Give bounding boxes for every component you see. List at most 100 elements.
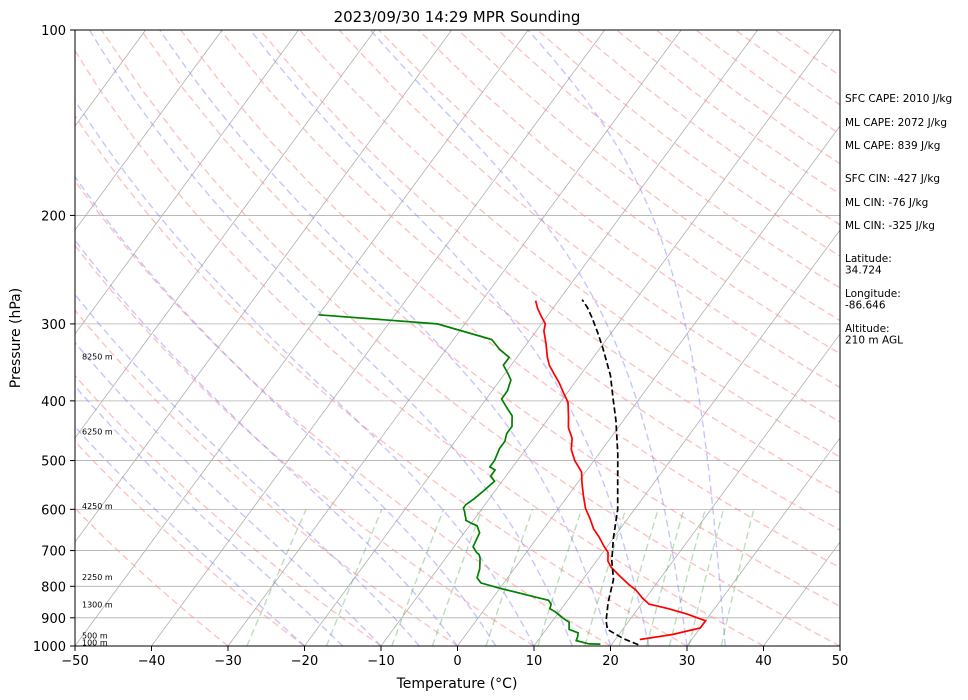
isotherm-line [610, 333, 840, 646]
y-tick-label: 900 [41, 612, 66, 627]
sounding-annotations: SFC CAPE: 2010 J/kg ML CAPE: 2072 J/kg ML … [845, 93, 952, 347]
y-tick-label: 500 [41, 455, 66, 470]
temperature-profile [534, 300, 707, 641]
dry-adiabat [338, 30, 840, 423]
moist-adiabat [75, 239, 459, 646]
isotherm-gridlines [75, 30, 840, 646]
mixing-ratio-line [537, 509, 583, 646]
dry-adiabat [75, 114, 688, 646]
mixing-ratio-line [645, 509, 685, 646]
mixing-ratio-line [584, 509, 627, 646]
y-tick-label: 1000 [33, 640, 66, 655]
isotherm-line [686, 437, 840, 646]
mixing-ratio-line [431, 509, 483, 646]
mixing-ratio-line [246, 509, 307, 646]
y-tick-label: 200 [41, 209, 66, 224]
x-tick-label: −10 [367, 654, 394, 669]
annotation-text: SFC CIN: -427 J/kg [845, 173, 940, 185]
x-tick-label: −20 [291, 654, 318, 669]
isotherm-line [75, 30, 376, 439]
annotation-text: Altitude: 210 m AGL [845, 323, 903, 347]
height-label: 500 m [82, 631, 108, 640]
annotation-text: ML CAPE: 2072 J/kg [845, 117, 947, 129]
isotherm-line [763, 541, 840, 646]
dry-adiabat [497, 30, 840, 289]
parcel-path [581, 299, 639, 646]
dry-adiabat [75, 244, 535, 646]
isotherm-line [457, 125, 840, 646]
x-tick-label: 40 [755, 654, 772, 669]
x-tick-label: −40 [138, 654, 165, 669]
sounding-series [318, 299, 707, 646]
height-label: 100 m [82, 638, 108, 647]
dry-adiabats [75, 30, 840, 646]
moist-adiabat [75, 425, 305, 646]
height-label: 6250 m [82, 427, 113, 436]
mixing-ratio-line [668, 509, 706, 646]
moist-adiabat [527, 30, 726, 646]
dry-adiabat [259, 30, 840, 494]
y-tick-label: 700 [41, 545, 66, 560]
mixing-ratio-line [325, 509, 383, 646]
y-axis-ticks: 100 200 300 400 500 600 700 800 900 1000 [33, 24, 75, 655]
dry-adiabat [75, 309, 458, 646]
height-label: 1300 m [82, 601, 113, 610]
annotation-text: SFC CAPE: 2010 J/kg [845, 93, 952, 105]
mixing-ratio-line [391, 509, 445, 646]
x-tick-label: −50 [61, 654, 88, 669]
mixing-ratio-line [688, 509, 725, 646]
dewpoint-profile [318, 313, 601, 645]
moist-adiabat [75, 175, 497, 646]
dry-adiabat [299, 30, 840, 458]
isotherm-line [75, 30, 223, 231]
dry-adiabat [180, 30, 840, 569]
isotherm-line [227, 30, 682, 646]
moist-adiabats [75, 30, 726, 646]
dry-adiabat [75, 180, 611, 646]
x-axis-label: Temperature (°C) [396, 676, 518, 692]
isotherm-line [533, 229, 840, 646]
y-tick-label: 300 [41, 318, 66, 333]
x-tick-label: 50 [832, 654, 849, 669]
moist-adiabat [159, 30, 612, 646]
x-tick-label: 30 [679, 654, 696, 669]
mixing-ratio-line [720, 509, 755, 646]
y-tick-label: 100 [41, 24, 66, 39]
isotherm-line [75, 30, 299, 335]
mixing-ratio-line [618, 509, 659, 646]
dry-adiabat [100, 30, 840, 646]
moist-adiabat [89, 30, 573, 646]
dry-adiabat [457, 30, 840, 322]
height-label: 2250 m [82, 573, 113, 582]
mixing-ratio-lines [246, 509, 755, 646]
isotherm-line [75, 30, 529, 646]
dry-adiabat [378, 30, 840, 389]
moist-adiabat [369, 30, 688, 646]
x-axis-ticks: −50 −40 −30 −20 −10 0 10 20 30 40 50 [61, 646, 848, 669]
x-tick-label: 20 [602, 654, 619, 669]
moist-adiabat [75, 341, 382, 646]
x-tick-label: 10 [526, 654, 543, 669]
x-tick-label: −30 [214, 654, 241, 669]
mixing-ratio-line [485, 509, 534, 646]
height-label: 4250 m [82, 502, 113, 511]
annotation-text: ML CAPE: 839 J/kg [845, 140, 940, 152]
dry-adiabat [75, 374, 382, 646]
annotation-text: Longitude: -86.646 [845, 288, 901, 312]
isobar-gridlines [75, 30, 840, 646]
moist-adiabat [249, 30, 650, 646]
dry-adiabat [418, 30, 840, 355]
y-axis-label: Pressure (hPa) [8, 288, 24, 388]
isotherm-line [304, 30, 758, 646]
annotation-text: Latitude: 34.724 [845, 253, 892, 277]
moist-adiabat [75, 385, 344, 646]
moist-adiabat [75, 293, 420, 646]
isotherm-line [380, 30, 835, 646]
dry-adiabat [75, 440, 305, 646]
y-tick-label: 600 [41, 503, 66, 518]
dry-adiabat [75, 507, 229, 646]
dry-adiabat [219, 30, 840, 531]
y-tick-label: 800 [41, 580, 66, 595]
